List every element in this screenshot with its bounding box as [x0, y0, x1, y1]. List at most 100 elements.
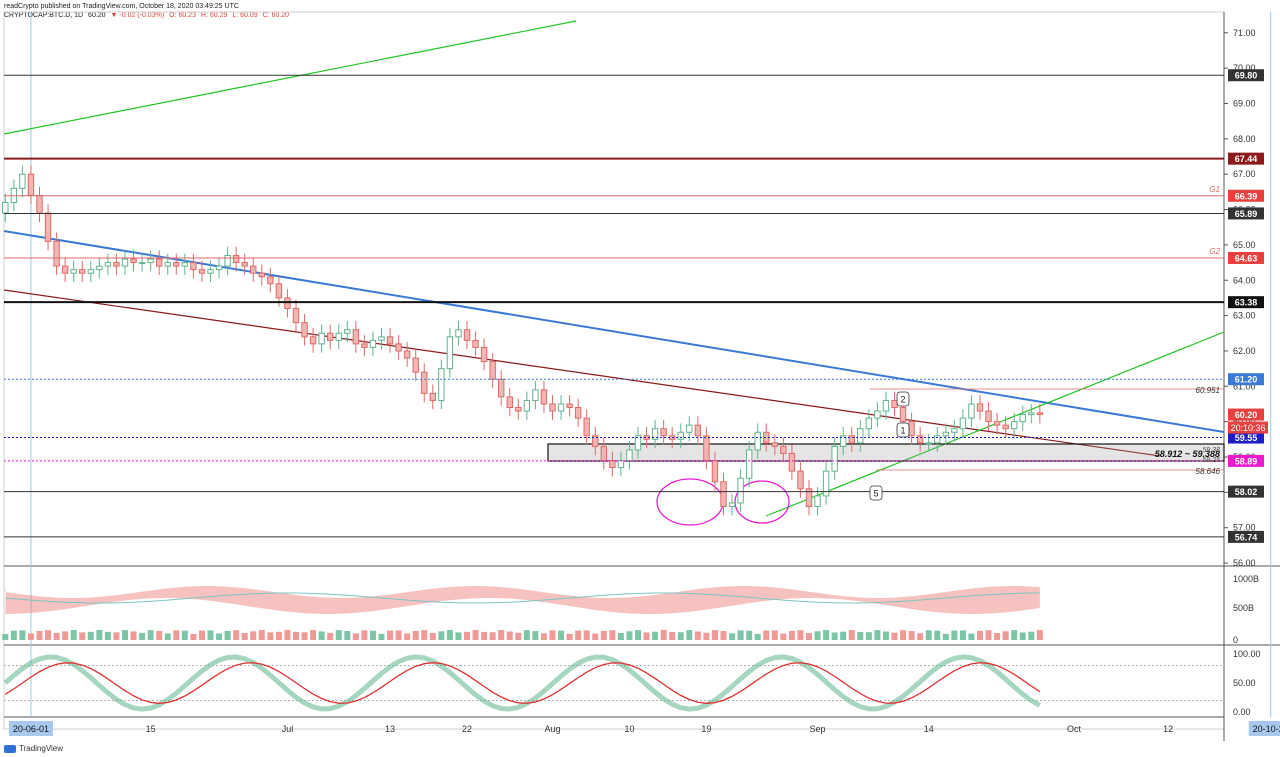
price-label-bg-64.63 — [1228, 251, 1264, 264]
volume-bar — [275, 631, 282, 640]
candle-body — [327, 332, 334, 341]
volume-bar — [455, 632, 462, 640]
candle-body — [737, 477, 744, 504]
price-tick-label: 57.00 — [1233, 523, 1256, 533]
level-tag-G1: G1 — [1209, 185, 1220, 194]
volume-bar — [763, 630, 770, 640]
price-label-bg-58.02 — [1228, 485, 1264, 498]
price-label-56.74: 56.74 — [1235, 532, 1258, 542]
candle-body — [1028, 412, 1035, 416]
candle-body — [532, 389, 539, 401]
candle-body — [916, 435, 924, 444]
candle-body — [780, 445, 787, 454]
volume-bar — [104, 631, 111, 640]
volume-bar — [857, 631, 864, 640]
candle-body — [267, 276, 274, 285]
candle-body — [626, 449, 633, 462]
candle-body — [720, 481, 727, 507]
price-label-bg-61.20 — [1228, 373, 1264, 386]
volume-bar — [660, 630, 667, 640]
volume-bar — [122, 630, 128, 640]
candle-body — [241, 262, 248, 267]
volume-bar — [540, 633, 547, 640]
candle-body — [181, 262, 189, 267]
volume-bar — [737, 630, 744, 640]
candle-body — [951, 428, 958, 433]
price-label-67.44: 67.44 — [1235, 154, 1258, 164]
volume-bar — [1011, 630, 1018, 640]
volume-bar — [669, 631, 676, 640]
candle-body — [335, 332, 342, 341]
volume-bar — [951, 630, 958, 640]
candle-body — [959, 417, 967, 430]
volume-bar — [814, 631, 821, 640]
time-tick-label: 13 — [385, 724, 395, 734]
volume-bar — [635, 630, 641, 640]
volume-bar — [600, 630, 607, 640]
volume-tick-label: 1000B — [1233, 574, 1259, 584]
volume-bar — [1036, 630, 1043, 640]
volume-bar — [173, 630, 180, 640]
volume-bar — [592, 633, 599, 640]
volume-bar — [472, 630, 479, 640]
price-tick-label: 64.00 — [1233, 275, 1256, 285]
price-label-59.55: 59.55 — [1235, 433, 1258, 443]
candle-body — [472, 339, 479, 348]
candle-body — [899, 407, 907, 423]
last-price: 60.20 — [88, 12, 106, 19]
candle-body — [463, 329, 471, 341]
volume-bar — [139, 632, 146, 640]
volume-bar — [181, 630, 188, 640]
brand-name: TradingView — [19, 744, 64, 753]
time-tick-label: 10 — [624, 724, 634, 734]
price-label-63.38: 63.38 — [1235, 298, 1258, 308]
volume-bar — [79, 632, 86, 640]
time-marker-bg-20-06-01 — [8, 721, 53, 736]
chart-header: readCrypto published on TradingView.com,… — [4, 2, 292, 20]
circle-bottom-1 — [656, 478, 724, 526]
volume-bar — [395, 630, 402, 640]
candle-body — [677, 431, 684, 440]
candle-body — [455, 329, 462, 338]
price-label-bg-59.55 — [1228, 431, 1264, 444]
candle-body — [857, 428, 864, 444]
candle-body — [480, 346, 488, 363]
circle-bottom-2 — [734, 480, 790, 524]
volume-bar — [900, 630, 907, 640]
candle-body — [489, 361, 496, 380]
candle-body — [250, 265, 257, 274]
volume-bar — [806, 633, 812, 640]
candle-body — [976, 403, 984, 412]
volume-bar — [318, 631, 325, 640]
volume-bar — [609, 630, 616, 640]
candle-body — [190, 262, 197, 271]
volume-bar — [62, 631, 69, 640]
volume-bar — [583, 630, 590, 640]
candle-body — [386, 336, 394, 345]
candle-body — [908, 421, 915, 437]
candle-body — [369, 339, 377, 348]
candle-body — [403, 350, 411, 359]
candle-body — [985, 410, 992, 423]
candle-body — [275, 283, 283, 299]
candle-body — [711, 460, 719, 483]
candle-body — [215, 265, 223, 271]
annotation-60-951: 60.951 — [1196, 386, 1220, 395]
wave-label-2: 2 — [900, 395, 905, 405]
candle-body — [805, 488, 813, 507]
candle-body — [138, 262, 146, 265]
volume-bar — [908, 631, 915, 640]
volume-bar — [498, 630, 505, 640]
osc-tick-label: 50.00 — [1233, 678, 1256, 688]
price-label-bg-63.38 — [1228, 296, 1264, 309]
volume-bar — [147, 630, 154, 640]
volume-bar — [224, 630, 231, 640]
volume-bar — [549, 630, 556, 640]
volume-bar — [45, 630, 52, 640]
candle-body — [121, 258, 129, 267]
candle-body — [771, 442, 778, 447]
candle-body — [79, 269, 86, 274]
time-marker-bg-20-10-24 — [1248, 721, 1280, 736]
candle-body — [344, 329, 351, 334]
